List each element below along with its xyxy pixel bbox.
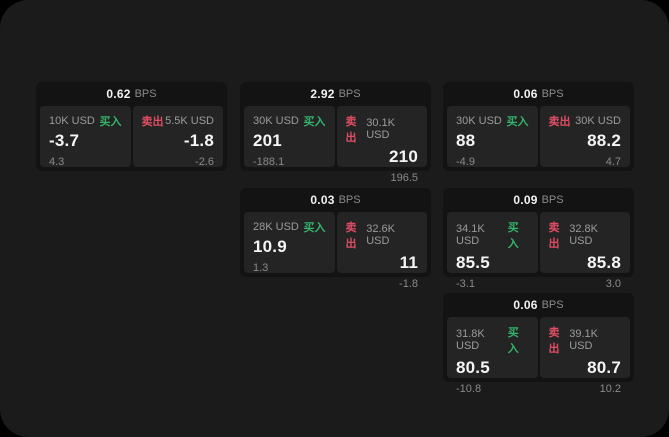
quote-card: 0.06 BPS 31.8K USD 买入 80.5 -10.8 卖出 39.1… xyxy=(443,293,634,395)
buy-delta: -188.1 xyxy=(253,156,285,168)
sell-amount: 32.8K USD xyxy=(569,223,598,247)
bps-unit-label: BPS xyxy=(134,88,157,100)
bps-unit-label: BPS xyxy=(541,88,564,100)
bps-header: 0.09 BPS xyxy=(443,188,634,212)
buy-side-label: 买入 xyxy=(507,327,519,355)
bps-value: 0.62 xyxy=(106,87,131,101)
sell-price: -1.8 xyxy=(183,131,214,150)
sell-side-label: 卖出 xyxy=(141,116,164,128)
buy-amount: 31.8K USD xyxy=(456,328,485,352)
buy-price: 201 xyxy=(253,131,282,150)
sell-panel[interactable]: 卖出 30K USD 88.2 4.7 xyxy=(539,106,630,168)
bps-value: 0.06 xyxy=(513,87,538,101)
sell-price: 210 xyxy=(389,147,418,166)
bps-unit-label: BPS xyxy=(338,194,361,206)
sell-amount: 32.6K USD xyxy=(366,223,395,247)
sell-price: 80.7 xyxy=(587,358,621,377)
sell-panel[interactable]: 卖出 30.1K USD 210 196.5 xyxy=(336,106,427,184)
buy-price: 80.5 xyxy=(456,358,490,377)
quote-card: 2.92 BPS 30K USD 买入 201 -188.1 卖出 30.1K … xyxy=(240,82,431,184)
sell-amount: 30.1K USD xyxy=(366,117,395,141)
sell-delta: 3.0 xyxy=(605,278,621,290)
sell-side-label: 卖出 xyxy=(548,222,560,250)
bps-unit-label: BPS xyxy=(541,299,564,311)
panels: 30K USD 买入 88 -4.9 卖出 30K USD 88.2 4.7 xyxy=(443,106,634,168)
sell-delta: -1.8 xyxy=(399,278,418,290)
buy-amount: 10K USD xyxy=(49,115,95,127)
buy-panel[interactable]: 30K USD 买入 88 -4.9 xyxy=(447,106,538,168)
buy-amount: 30K USD xyxy=(456,115,502,127)
sell-delta: 4.7 xyxy=(605,156,621,168)
bps-value: 2.92 xyxy=(310,87,335,101)
buy-amount: 34.1K USD xyxy=(456,223,485,247)
panels: 34.1K USD 买入 85.5 -3.1 卖出 32.8K USD 85.8… xyxy=(443,212,634,290)
sell-amount: 39.1K USD xyxy=(569,328,598,352)
buy-panel[interactable]: 30K USD 买入 201 -188.1 xyxy=(244,106,335,168)
buy-delta: 4.3 xyxy=(49,156,65,168)
quote-card: 0.62 BPS 10K USD 买入 -3.7 4.3 卖出 5.5K USD… xyxy=(36,82,227,171)
panels: 30K USD 买入 201 -188.1 卖出 30.1K USD 210 1… xyxy=(240,106,431,184)
buy-price: 10.9 xyxy=(253,237,287,256)
bps-header: 0.06 BPS xyxy=(443,293,634,317)
buy-delta: -10.8 xyxy=(456,383,482,395)
buy-panel[interactable]: 28K USD 买入 10.9 1.3 xyxy=(244,212,335,274)
buy-side-label: 买入 xyxy=(99,116,122,128)
bps-value: 0.06 xyxy=(513,298,538,312)
buy-side-label: 买入 xyxy=(303,116,326,128)
bps-header: 0.03 BPS xyxy=(240,188,431,212)
sell-price: 11 xyxy=(399,253,418,272)
bps-unit-label: BPS xyxy=(541,194,564,206)
panels: 31.8K USD 买入 80.5 -10.8 卖出 39.1K USD 80.… xyxy=(443,317,634,395)
sell-side-label: 卖出 xyxy=(548,116,571,128)
buy-delta: 1.3 xyxy=(253,262,269,274)
bps-header: 0.62 BPS xyxy=(36,82,227,106)
buy-delta: -3.1 xyxy=(456,278,475,290)
sell-amount: 5.5K USD xyxy=(165,115,214,127)
panels: 10K USD 买入 -3.7 4.3 卖出 5.5K USD -1.8 -2.… xyxy=(36,106,227,168)
quote-card: 0.09 BPS 34.1K USD 买入 85.5 -3.1 卖出 32.8K… xyxy=(443,188,634,290)
buy-amount: 30K USD xyxy=(253,115,299,127)
bps-unit-label: BPS xyxy=(338,88,361,100)
buy-panel[interactable]: 34.1K USD 买入 85.5 -3.1 xyxy=(447,212,538,290)
sell-panel[interactable]: 卖出 5.5K USD -1.8 -2.6 xyxy=(132,106,223,168)
sell-delta: 10.2 xyxy=(599,383,621,395)
buy-price: -3.7 xyxy=(49,131,80,150)
sell-panel[interactable]: 卖出 39.1K USD 80.7 10.2 xyxy=(539,317,630,395)
buy-price: 88 xyxy=(456,131,476,150)
bps-header: 2.92 BPS xyxy=(240,82,431,106)
bps-value: 0.03 xyxy=(310,193,335,207)
bps-header: 0.06 BPS xyxy=(443,82,634,106)
buy-panel[interactable]: 10K USD 买入 -3.7 4.3 xyxy=(40,106,131,168)
buy-side-label: 买入 xyxy=(506,116,529,128)
sell-delta: -2.6 xyxy=(195,156,214,168)
buy-price: 85.5 xyxy=(456,253,490,272)
buy-side-label: 买入 xyxy=(303,222,326,234)
sell-panel[interactable]: 卖出 32.8K USD 85.8 3.0 xyxy=(539,212,630,290)
panels: 28K USD 买入 10.9 1.3 卖出 32.6K USD 11 -1.8 xyxy=(240,212,431,290)
buy-panel[interactable]: 31.8K USD 买入 80.5 -10.8 xyxy=(447,317,538,395)
sell-price: 88.2 xyxy=(587,131,621,150)
sell-side-label: 卖出 xyxy=(345,116,357,144)
sell-side-label: 卖出 xyxy=(548,327,560,355)
buy-amount: 28K USD xyxy=(253,221,299,233)
sell-panel[interactable]: 卖出 32.6K USD 11 -1.8 xyxy=(336,212,427,290)
buy-delta: -4.9 xyxy=(456,156,475,168)
sell-delta: 196.5 xyxy=(390,172,418,184)
quote-card: 0.03 BPS 28K USD 买入 10.9 1.3 卖出 32.6K US… xyxy=(240,188,431,290)
sell-price: 85.8 xyxy=(587,253,621,272)
quote-card: 0.06 BPS 30K USD 买入 88 -4.9 卖出 30K USD 8… xyxy=(443,82,634,171)
sell-amount: 30K USD xyxy=(575,115,621,127)
buy-side-label: 买入 xyxy=(507,222,519,250)
bps-value: 0.09 xyxy=(513,193,538,207)
sell-side-label: 卖出 xyxy=(345,222,357,250)
